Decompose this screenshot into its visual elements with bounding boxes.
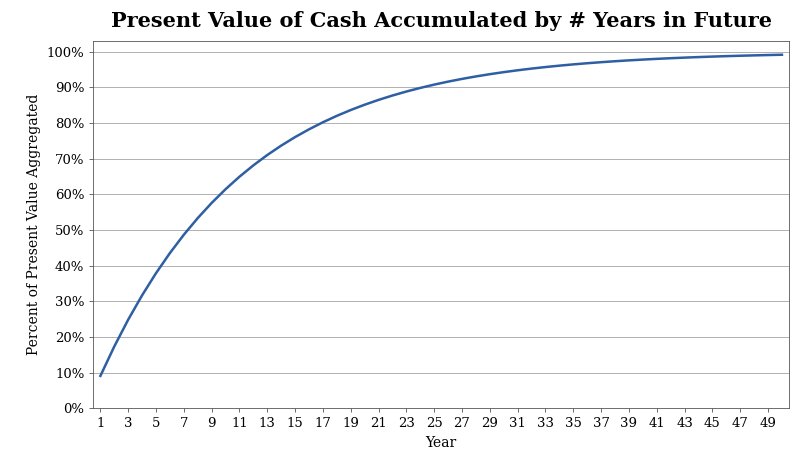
Title: Present Value of Cash Accumulated by # Years in Future: Present Value of Cash Accumulated by # Y…: [110, 11, 772, 31]
Y-axis label: Percent of Present Value Aggregated: Percent of Present Value Aggregated: [27, 94, 41, 355]
X-axis label: Year: Year: [426, 436, 457, 450]
